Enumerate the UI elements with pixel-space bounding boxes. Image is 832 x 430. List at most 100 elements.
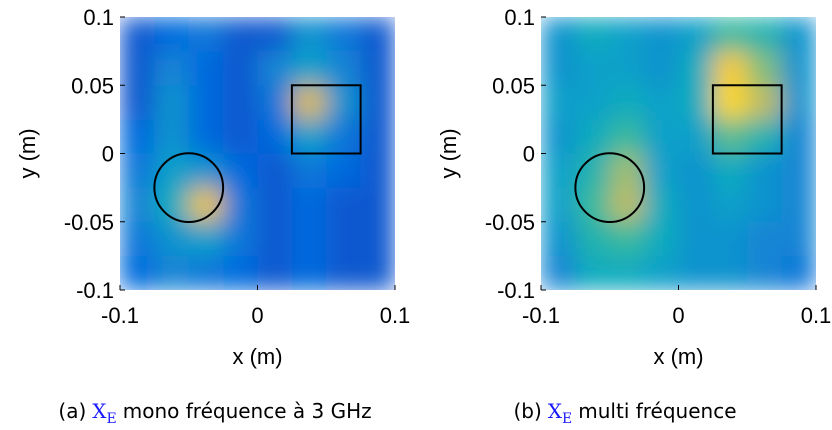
heatmap-cell xyxy=(188,255,224,290)
x-axis-label: x (m) xyxy=(653,344,703,369)
heatmap-cell xyxy=(120,255,155,290)
heatmap-cell xyxy=(541,187,576,223)
heatmap-cell xyxy=(291,119,327,154)
heatmap-cell xyxy=(223,221,258,257)
heatmap-cell xyxy=(291,17,327,52)
y-tick-label: 0.1 xyxy=(83,5,114,30)
y-tick-label: -0.1 xyxy=(76,278,114,303)
heatmap-cell xyxy=(747,51,783,86)
heatmap-cell xyxy=(575,221,611,257)
y-tick-label: 0 xyxy=(523,142,535,167)
heatmap-cell xyxy=(154,85,190,120)
heatmap-cell xyxy=(257,255,293,290)
heatmap-cell xyxy=(326,51,362,86)
heatmap-cell xyxy=(781,153,816,189)
heatmap xyxy=(541,17,816,290)
heatmap-cell xyxy=(712,85,748,120)
heatmap xyxy=(120,17,395,290)
heatmap-cell xyxy=(747,153,783,189)
heatmap-cell xyxy=(120,187,155,223)
heatmap-cell xyxy=(360,17,395,52)
heatmap-cell xyxy=(575,119,611,154)
heatmap-cell xyxy=(712,119,748,154)
heatmap-cell xyxy=(154,221,190,257)
circle-marker xyxy=(574,152,646,223)
heatmap-cell xyxy=(223,119,258,154)
y-tick-label: 0 xyxy=(102,142,114,167)
heatmap-cell xyxy=(154,153,190,189)
heatmap-cell xyxy=(291,221,327,257)
heatmap-cell xyxy=(326,221,362,257)
heatmap-cell xyxy=(541,51,576,86)
heatmap-cell xyxy=(541,17,576,52)
heatmap-cell xyxy=(781,187,816,223)
heatmap-cell xyxy=(712,153,748,189)
heatmap-cell xyxy=(609,221,645,257)
heatmap-cell xyxy=(747,85,783,120)
heatmap-cell xyxy=(747,187,783,223)
heatmap-cell xyxy=(120,153,155,189)
heatmap-cell xyxy=(120,119,155,154)
caption-label: (b) xyxy=(513,399,541,423)
y-tick-label: 0.05 xyxy=(71,73,114,98)
heatmap-cell xyxy=(747,119,783,154)
heatmap-cell xyxy=(747,221,783,257)
heatmap-cell xyxy=(609,119,645,154)
heatmap-cell xyxy=(678,187,714,223)
heatmap-cell xyxy=(678,85,714,120)
heatmap-cell xyxy=(188,119,224,154)
heatmap-cell xyxy=(541,255,576,290)
heatmap-cell xyxy=(781,17,816,52)
heatmap-cell xyxy=(644,153,679,189)
heatmap-cell xyxy=(678,221,714,257)
heatmap-cell xyxy=(644,85,679,120)
caption: (b) XE multi fréquence xyxy=(513,399,736,427)
x-tick-label: -0.1 xyxy=(101,303,139,328)
y-axis-label: y (m) xyxy=(436,128,461,178)
heatmap-cell xyxy=(541,221,576,257)
heatmap-cell xyxy=(223,255,258,290)
heatmap-cell xyxy=(291,153,327,189)
heatmap-cell xyxy=(257,187,293,223)
x-tick-label: 0 xyxy=(672,303,684,328)
heatmap-cell xyxy=(154,255,190,290)
y-axis-label: y (m) xyxy=(15,128,40,178)
x-tick-label: -0.1 xyxy=(522,303,560,328)
caption-text: multi fréquence xyxy=(578,399,736,423)
heatmap-cell xyxy=(120,17,155,52)
heatmap-cell xyxy=(188,51,224,86)
heatmap-cell xyxy=(223,51,258,86)
y-tick-label: 0.05 xyxy=(492,73,535,98)
heatmap-cell xyxy=(223,187,258,223)
heatmap-cell xyxy=(291,187,327,223)
heatmap-cell xyxy=(154,119,190,154)
heatmap-cell xyxy=(326,119,362,154)
heatmap-cell xyxy=(188,17,224,52)
heatmap-cell xyxy=(120,85,155,120)
heatmap-cell xyxy=(188,85,224,120)
x-tick-label: 0 xyxy=(251,303,263,328)
heatmap-cell xyxy=(541,119,576,154)
heatmap-cell xyxy=(257,221,293,257)
y-tick-label: -0.1 xyxy=(497,278,535,303)
heatmap-cell xyxy=(712,255,748,290)
heatmap-cell xyxy=(644,255,679,290)
square-marker xyxy=(711,84,783,155)
caption-label: (a) xyxy=(58,399,86,423)
heatmap-cell xyxy=(223,17,258,52)
heatmap-cell xyxy=(609,51,645,86)
heatmap-cell xyxy=(575,85,611,120)
heatmap-cell xyxy=(678,255,714,290)
y-tick-label: -0.05 xyxy=(64,210,114,235)
x-axis-label: x (m) xyxy=(232,344,282,369)
heatmap-cell xyxy=(781,221,816,257)
heatmap-cell xyxy=(154,17,190,52)
heatmap-cell xyxy=(291,85,327,120)
caption-symbol: X xyxy=(548,399,563,423)
heatmap-cell xyxy=(575,153,611,189)
heatmap-cell xyxy=(712,221,748,257)
heatmap-cell xyxy=(360,221,395,257)
heatmap-cell xyxy=(747,17,783,52)
heatmap-cell xyxy=(575,17,611,52)
square-marker xyxy=(290,84,362,155)
